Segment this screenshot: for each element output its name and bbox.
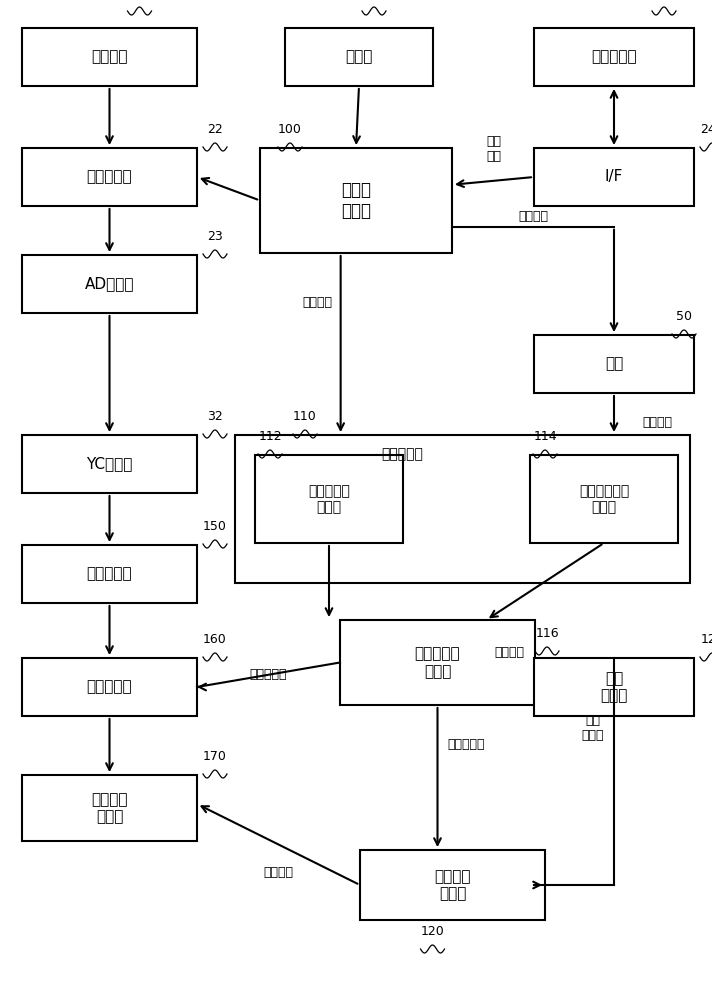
Bar <box>285 28 433 86</box>
Text: 光学
数据: 光学 数据 <box>486 135 501 163</box>
Bar <box>530 455 678 543</box>
Text: 114: 114 <box>533 430 557 443</box>
Text: 倍率计算部: 倍率计算部 <box>382 447 424 461</box>
Bar <box>534 335 694 393</box>
Text: 剪切区域: 剪切区域 <box>263 866 293 880</box>
Text: 高频
成分量: 高频 成分量 <box>582 714 604 742</box>
Bar <box>22 255 197 313</box>
Text: 122: 122 <box>700 633 712 646</box>
Text: 50: 50 <box>676 310 692 323</box>
Text: 图像数据: 图像数据 <box>494 646 524 658</box>
Text: 32: 32 <box>207 410 223 423</box>
Text: 操作部: 操作部 <box>345 49 372 64</box>
Text: AD转换部: AD转换部 <box>85 276 135 292</box>
Text: 160: 160 <box>203 633 227 646</box>
Text: 120: 120 <box>421 925 444 938</box>
Text: 焦点差倍率
计算部: 焦点差倍率 计算部 <box>308 484 350 514</box>
Text: 闪存: 闪存 <box>605 357 623 371</box>
Text: 光学数据: 光学数据 <box>518 210 548 223</box>
Text: 23: 23 <box>207 230 223 243</box>
Text: 240: 240 <box>700 123 712 136</box>
Text: 倍率校正值: 倍率校正值 <box>448 738 485 752</box>
Text: 失真校正部: 失真校正部 <box>87 566 132 582</box>
Text: 高频
检测部: 高频 检测部 <box>600 671 628 703</box>
Bar <box>340 620 535 705</box>
Text: 失真校正倍率
计算部: 失真校正倍率 计算部 <box>579 484 629 514</box>
Text: 倍率校正值
计算部: 倍率校正值 计算部 <box>414 646 461 679</box>
Bar <box>22 658 197 716</box>
Bar <box>534 148 694 206</box>
Text: 倍率校正部: 倍率校正部 <box>87 680 132 694</box>
Bar <box>534 28 694 86</box>
Text: 170: 170 <box>203 750 227 763</box>
Bar <box>22 28 197 86</box>
Text: 光学数据: 光学数据 <box>642 416 672 430</box>
Text: 112: 112 <box>258 430 282 443</box>
Bar <box>22 435 197 493</box>
Bar <box>534 658 694 716</box>
Text: 图像数据
合成部: 图像数据 合成部 <box>91 792 127 824</box>
Text: 微型计算机: 微型计算机 <box>591 49 637 64</box>
Bar <box>260 148 452 253</box>
Text: 摄影条件: 摄影条件 <box>303 296 333 310</box>
Bar <box>22 148 197 206</box>
Text: 150: 150 <box>203 520 227 533</box>
Bar <box>235 435 690 583</box>
Text: 倍率校正值: 倍率校正值 <box>250 668 287 681</box>
Text: 照相机
控制部: 照相机 控制部 <box>341 181 371 220</box>
Bar <box>22 545 197 603</box>
Bar <box>22 775 197 841</box>
Text: 摄像元件: 摄像元件 <box>91 49 127 64</box>
Text: 110: 110 <box>293 410 317 423</box>
Text: 22: 22 <box>207 123 223 136</box>
Text: 剪切区域
确定部: 剪切区域 确定部 <box>434 869 471 901</box>
Bar <box>360 850 545 920</box>
Text: 模拟处理部: 模拟处理部 <box>87 169 132 184</box>
Text: I/F: I/F <box>604 169 623 184</box>
Text: 100: 100 <box>278 123 302 136</box>
Bar <box>255 455 403 543</box>
Text: 116: 116 <box>535 627 559 640</box>
Text: YC显影部: YC显影部 <box>86 456 132 472</box>
